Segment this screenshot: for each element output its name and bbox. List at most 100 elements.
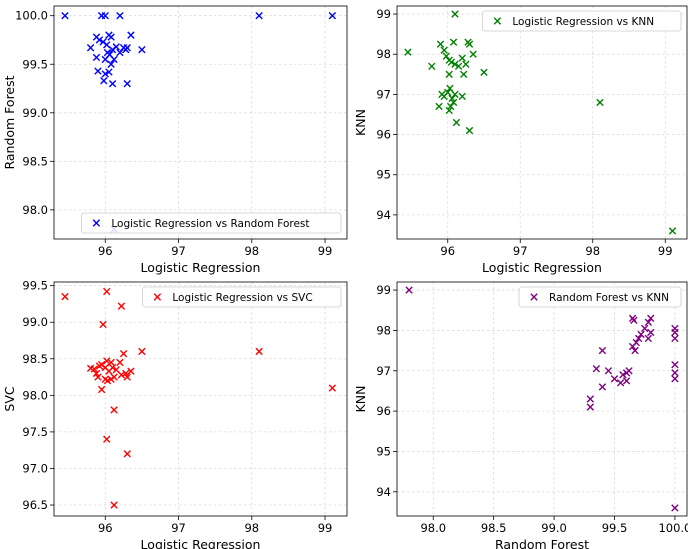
x-axis-label: Logistic Regression: [482, 260, 602, 275]
scatter-point: [116, 358, 124, 367]
scatter-point: [405, 286, 413, 294]
legend: Logistic Regression vs KNN: [481, 10, 682, 32]
scatter-point: [465, 40, 474, 48]
legend-box: [81, 212, 342, 234]
x-tick-label: 96: [440, 244, 455, 258]
scatter-point: [637, 330, 645, 339]
y-tick-label: 97.0: [22, 461, 48, 475]
chart-panel-4: 98.0 98.5 99.0 99.5 100.0 94 95 96 97 98 99 Random …: [353, 281, 688, 549]
x-axis-label: Logistic Regression: [141, 537, 261, 549]
x-tick-label: 99.5: [602, 521, 628, 535]
scatter-point: [107, 358, 115, 367]
x-axis-label: Random Forest: [495, 537, 589, 549]
scatter-point: [117, 302, 126, 310]
y-tick-label: 99: [376, 7, 391, 21]
scatter-point: [255, 347, 263, 356]
scatter-point: [404, 48, 412, 56]
scatter-point: [634, 334, 643, 343]
y-tick-label: 99.0: [22, 106, 48, 120]
scatter-point: [440, 46, 448, 54]
scatter-point: [101, 12, 109, 20]
legend: Logistic Regression vs Random Forest: [81, 212, 342, 234]
scatter-point: [100, 77, 108, 85]
scatter-point: [448, 94, 456, 103]
legend-marker: [493, 17, 502, 25]
scatter-point: [598, 383, 607, 391]
y-tick-label: 98.0: [22, 203, 48, 217]
y-tick-label: 98.5: [22, 154, 48, 168]
y-tick-label: 98.5: [22, 352, 48, 366]
scatter-point: [458, 54, 466, 62]
y-tick-label: 95: [376, 444, 391, 458]
scatter-point: [628, 342, 637, 351]
scatter-point: [604, 367, 613, 375]
scatter-point: [101, 70, 109, 78]
scatter-point: [451, 90, 459, 99]
y-tick-label: 99.5: [22, 57, 48, 71]
y-tick-label: 95: [376, 168, 391, 182]
scatter-point: [86, 364, 95, 372]
y-axis-label: KNN: [353, 109, 368, 136]
scatter-point: [671, 334, 679, 343]
scatter-point: [328, 12, 337, 20]
scatter-point: [103, 41, 111, 49]
scatter-point: [107, 33, 115, 41]
scatter-point: [110, 501, 118, 509]
scatter-point: [435, 102, 443, 111]
legend-marker: [92, 219, 101, 227]
x-tick-label: 98.0: [420, 521, 446, 535]
scatter-point: [328, 384, 337, 392]
scatter-point: [445, 106, 453, 115]
scatter-point: [447, 58, 456, 66]
scatter-point: [596, 98, 604, 107]
scatter-point: [105, 68, 113, 76]
scatter-point: [138, 347, 146, 356]
scatter-point: [462, 60, 470, 68]
scatter-point: [86, 44, 95, 52]
scatter-point: [460, 70, 468, 78]
x-tick-label: 96: [98, 244, 113, 258]
y-tick-label: 97: [376, 87, 391, 101]
x-tick-label: 98: [244, 244, 259, 258]
scatter-point: [452, 118, 461, 127]
legend-label: Logistic Regression vs KNN: [512, 16, 654, 28]
scatter-point: [110, 406, 118, 414]
scatter-point: [586, 395, 595, 403]
scatter-point: [123, 373, 131, 381]
scatter-point: [668, 227, 677, 235]
scatter-point: [451, 60, 459, 68]
y-axis-label: Random Forest: [2, 75, 17, 169]
scatter-point: [117, 371, 126, 379]
scatter-point: [108, 79, 117, 88]
scatter-point: [647, 328, 655, 337]
scatter-point: [123, 44, 131, 52]
legend-box: [518, 286, 682, 308]
y-tick-label: 100.0: [15, 9, 48, 23]
scatter-point: [123, 450, 131, 458]
y-tick-label: 99.0: [22, 315, 48, 329]
scatter-point: [127, 367, 135, 375]
y-axis-label: SVC: [2, 386, 17, 411]
scatter-point: [116, 48, 124, 57]
scatter-point: [138, 45, 146, 54]
y-tick-label: 98: [376, 323, 391, 337]
axes-frame: [396, 5, 688, 240]
scatter-point: [469, 50, 477, 58]
scatter-point: [610, 375, 619, 383]
scatter-point: [436, 40, 445, 48]
x-tick-label: 99: [658, 244, 673, 258]
y-tick-label: 96.5: [22, 498, 48, 512]
scatter-point: [61, 292, 69, 301]
chart-panel-1: 96 97 98 99 98.0 98.5 99.0 99.5 100.0 Logistic Re…: [2, 5, 348, 275]
scatter-point: [592, 365, 601, 373]
scatter-point: [647, 314, 655, 323]
scatter-point: [110, 55, 118, 64]
x-tick-label: 97: [171, 244, 186, 258]
x-tick-label: 99: [318, 521, 333, 535]
y-tick-label: 96: [376, 404, 391, 418]
scatter-point: [97, 385, 106, 394]
y-tick-label: 98.0: [22, 388, 48, 402]
legend-label: Logistic Regression vs SVC: [172, 292, 312, 304]
legend: Random Forest vs KNN: [518, 286, 682, 308]
